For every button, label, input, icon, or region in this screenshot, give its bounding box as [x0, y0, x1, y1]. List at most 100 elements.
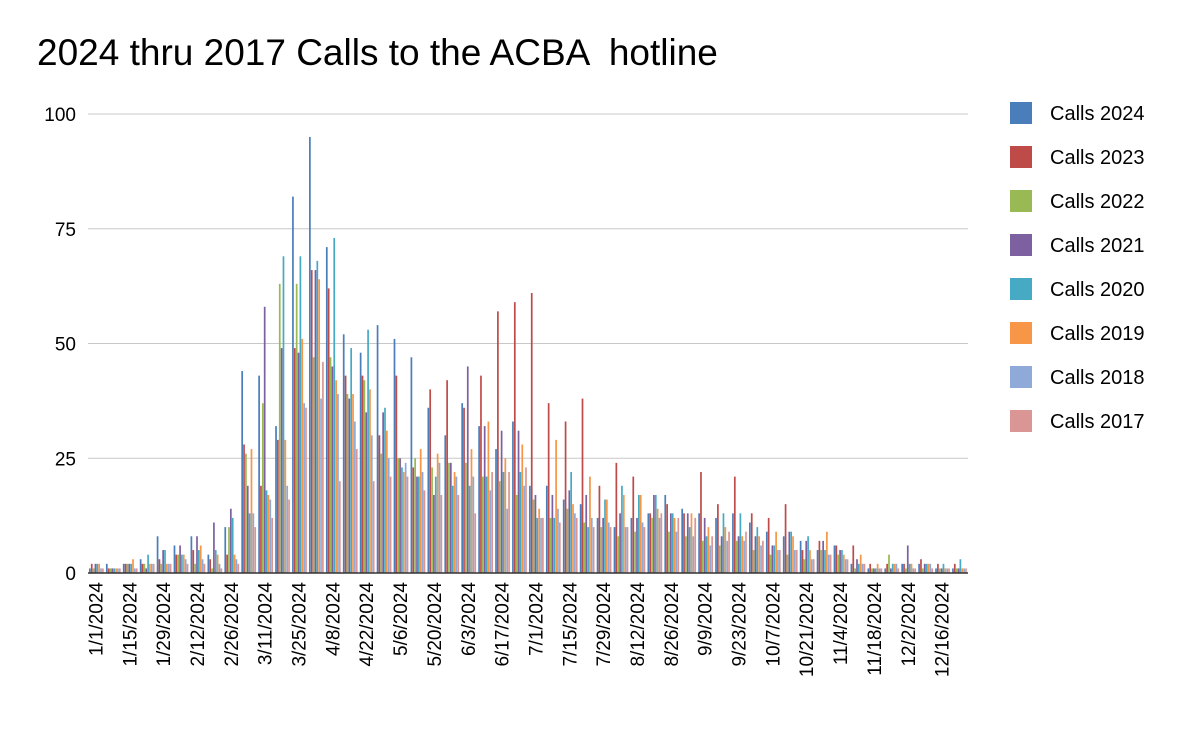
- bar: [431, 467, 433, 573]
- bar: [201, 559, 204, 573]
- bar: [873, 568, 875, 573]
- bar: [581, 398, 584, 573]
- bar: [963, 568, 965, 573]
- bar: [465, 462, 467, 573]
- bar: [707, 527, 710, 573]
- bar: [508, 472, 510, 573]
- bar: [446, 380, 448, 573]
- bar: [312, 357, 315, 573]
- bar: [905, 568, 907, 573]
- bar: [92, 568, 95, 573]
- bar: [107, 568, 110, 573]
- bar: [500, 430, 503, 573]
- bar: [314, 270, 317, 573]
- bar: [100, 568, 102, 573]
- bar: [773, 545, 776, 573]
- bar: [925, 563, 928, 573]
- bar: [906, 545, 909, 573]
- bar: [771, 545, 774, 573]
- bar: [587, 527, 589, 573]
- bar: [957, 568, 960, 573]
- bar: [835, 545, 838, 573]
- bar: [489, 490, 492, 573]
- bar: [363, 380, 366, 573]
- bar: [470, 449, 473, 573]
- series-calls-2020: [96, 237, 962, 573]
- bar: [433, 494, 435, 573]
- bar: [624, 527, 627, 573]
- bar: [190, 536, 193, 573]
- bar: [641, 522, 644, 573]
- bar: [434, 476, 437, 573]
- bar: [277, 439, 279, 573]
- legend-label: Calls 2019: [1050, 323, 1145, 345]
- bar: [384, 407, 386, 573]
- bar: [621, 485, 623, 573]
- bar: [404, 462, 407, 573]
- x-tick-label: 2/12/2024: [188, 582, 209, 667]
- bar: [175, 554, 178, 573]
- bar: [260, 485, 262, 573]
- bar: [90, 563, 93, 573]
- bar: [380, 453, 383, 573]
- bar: [354, 421, 356, 573]
- bar: [810, 559, 813, 573]
- bar: [182, 554, 185, 573]
- bar: [160, 563, 163, 573]
- bar: [147, 554, 149, 573]
- bar: [656, 508, 659, 573]
- legend-label: Calls 2018: [1050, 367, 1145, 389]
- bar: [192, 550, 195, 573]
- bar: [590, 517, 593, 573]
- bar: [98, 563, 101, 573]
- bar: [348, 398, 351, 573]
- bar: [303, 403, 305, 573]
- bar: [869, 563, 872, 573]
- bar: [94, 563, 97, 573]
- bar: [451, 485, 454, 573]
- bar: [568, 490, 571, 573]
- bar: [903, 563, 905, 573]
- legend-swatch: [1010, 190, 1032, 212]
- bar: [807, 536, 809, 573]
- bar: [562, 499, 565, 573]
- bar: [737, 536, 740, 573]
- bar: [248, 513, 251, 573]
- legend-label: Calls 2020: [1050, 279, 1145, 301]
- bar: [228, 527, 230, 573]
- x-tick-label: 12/2/2024: [899, 582, 920, 667]
- bar: [502, 472, 505, 573]
- bar: [485, 476, 488, 573]
- bar: [931, 568, 933, 573]
- bar: [673, 517, 676, 573]
- bar: [938, 568, 941, 573]
- bar: [726, 540, 729, 573]
- bar: [579, 504, 582, 573]
- x-tick-label: 9/9/2024: [696, 582, 717, 656]
- bar: [921, 568, 924, 573]
- bar: [718, 545, 721, 573]
- x-tick-label: 7/15/2024: [560, 582, 581, 667]
- bar: [553, 517, 556, 573]
- bar: [267, 494, 270, 573]
- bar: [859, 554, 862, 573]
- bar: [688, 527, 691, 573]
- bar: [538, 508, 541, 573]
- bar: [419, 449, 422, 573]
- bar: [758, 536, 761, 573]
- bar: [935, 568, 937, 573]
- bar: [218, 563, 221, 573]
- legend-item: Calls 2017: [1010, 410, 1145, 433]
- bar: [686, 513, 689, 573]
- x-tick-label: 3/11/2024: [256, 582, 277, 666]
- bar: [765, 531, 768, 573]
- bar: [275, 426, 277, 573]
- bar: [352, 393, 354, 573]
- bar: [762, 540, 764, 573]
- bar: [795, 550, 798, 573]
- bar: [483, 426, 486, 573]
- bar: [393, 338, 396, 573]
- bar: [858, 563, 860, 573]
- bar: [786, 554, 789, 573]
- bar: [517, 430, 520, 573]
